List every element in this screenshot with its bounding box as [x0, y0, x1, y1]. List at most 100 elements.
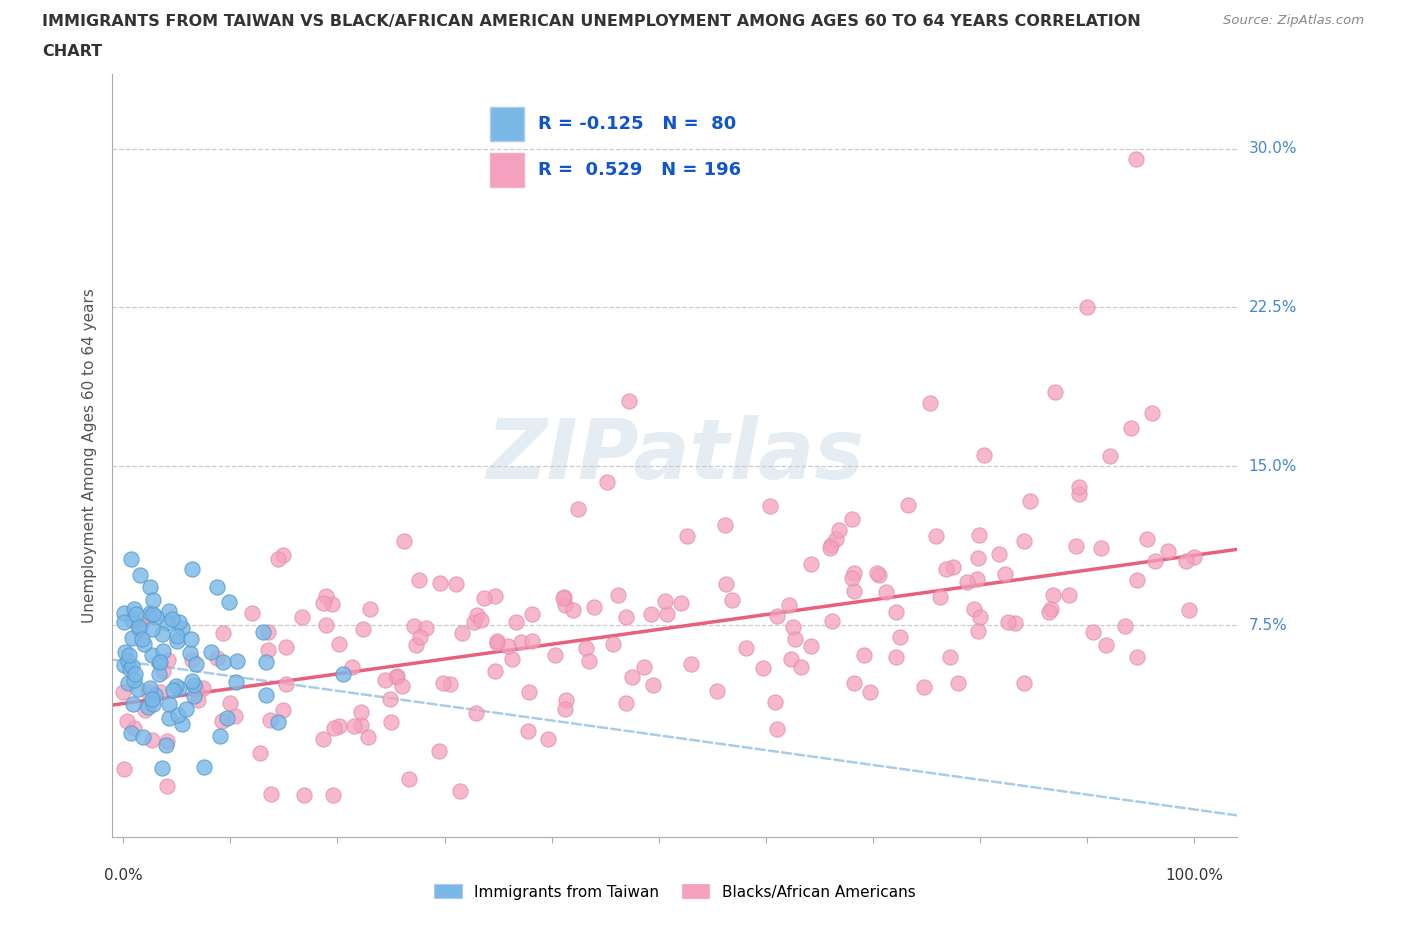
Point [875, 584, 897, 599]
Point [340, 659, 363, 674]
Point [706, 684, 728, 698]
Point [439, 677, 461, 692]
Point [142, 697, 165, 711]
Point [470, 613, 492, 628]
Point [554, 701, 576, 716]
Point [884, 604, 907, 619]
Point [408, 573, 430, 588]
Point [821, 614, 844, 629]
Point [148, 655, 170, 670]
Point [1069, 486, 1091, 501]
Point [212, 655, 235, 670]
Point [122, 697, 145, 711]
Point [271, 702, 294, 717]
Point [782, 619, 804, 634]
Point [141, 607, 163, 622]
Point [451, 626, 474, 641]
Point [136, 685, 159, 700]
Point [138, 579, 160, 594]
Point [352, 621, 374, 636]
Point [655, 607, 678, 622]
Point [312, 595, 335, 610]
Point [640, 607, 662, 622]
Point [714, 577, 737, 591]
Point [120, 551, 142, 566]
Point [824, 532, 846, 547]
Point [842, 565, 865, 580]
Point [474, 591, 496, 605]
Point [260, 787, 283, 802]
Point [1114, 618, 1136, 633]
Point [141, 647, 163, 662]
Point [128, 621, 150, 636]
Point [138, 609, 160, 624]
Point [225, 654, 247, 669]
Point [112, 605, 135, 620]
Point [357, 729, 380, 744]
Point [121, 631, 143, 645]
Point [561, 603, 583, 618]
Point [267, 715, 290, 730]
Point [315, 618, 337, 632]
Point [167, 680, 190, 695]
Point [555, 693, 578, 708]
Point [925, 529, 948, 544]
Point [1140, 405, 1163, 420]
Point [617, 393, 640, 408]
Point [139, 681, 162, 696]
Point [1174, 554, 1197, 569]
Point [614, 609, 637, 624]
Point [132, 636, 155, 651]
Point [465, 705, 488, 720]
Point [415, 620, 437, 635]
Point [166, 628, 188, 643]
Point [191, 681, 214, 696]
Point [537, 732, 560, 747]
Point [866, 565, 889, 580]
Point [180, 653, 202, 668]
Point [544, 647, 567, 662]
Point [141, 733, 163, 748]
Point [853, 647, 876, 662]
Point [758, 498, 780, 513]
Point [165, 679, 187, 694]
Point [1076, 300, 1098, 315]
Point [184, 682, 207, 697]
Text: 100.0%: 100.0% [1166, 868, 1223, 883]
Point [1039, 601, 1062, 616]
Point [1012, 534, 1035, 549]
Point [928, 590, 950, 604]
Point [380, 714, 402, 729]
Point [889, 630, 911, 644]
Point [183, 688, 205, 703]
Point [766, 609, 789, 624]
Point [211, 713, 233, 728]
Point [973, 448, 995, 463]
Point [897, 498, 920, 512]
Point [827, 523, 849, 538]
Point [112, 762, 135, 777]
Point [1095, 638, 1118, 653]
Point [225, 675, 247, 690]
Point [966, 551, 988, 565]
Point [276, 677, 298, 692]
Point [963, 602, 986, 617]
Point [484, 589, 506, 604]
Point [256, 643, 278, 658]
Point [172, 716, 194, 731]
Point [136, 699, 159, 714]
Point [350, 704, 373, 719]
Point [162, 682, 184, 697]
Point [385, 670, 408, 684]
Point [966, 624, 988, 639]
Point [1136, 532, 1159, 547]
Point [157, 711, 180, 725]
Point [139, 605, 162, 620]
Point [152, 644, 174, 658]
Point [842, 583, 865, 598]
Point [714, 518, 737, 533]
Point [997, 615, 1019, 630]
Point [118, 647, 141, 662]
Point [240, 605, 263, 620]
Point [501, 652, 523, 667]
